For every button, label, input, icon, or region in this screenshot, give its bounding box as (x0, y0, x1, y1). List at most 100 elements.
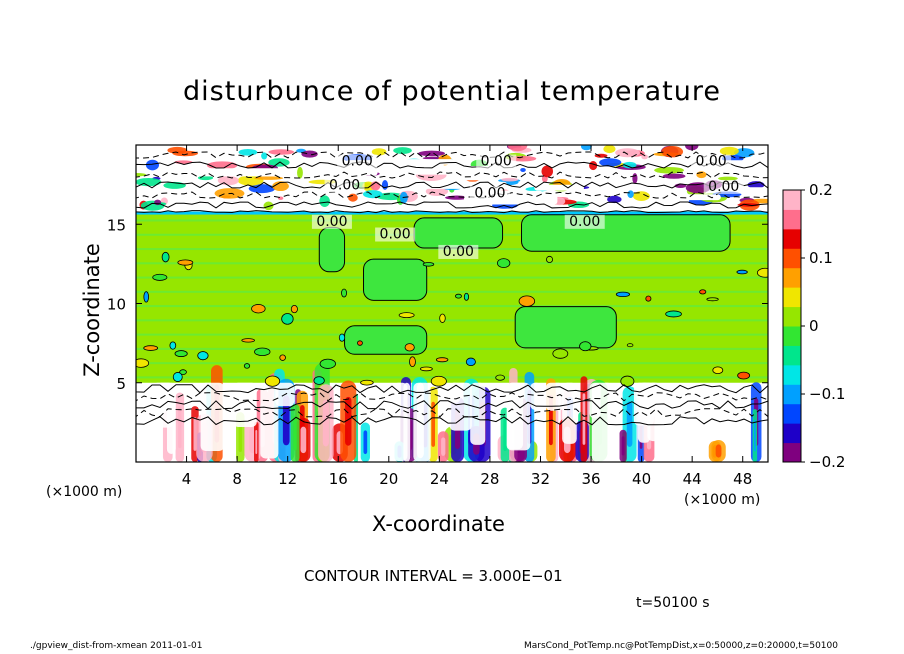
lower-plume-core (431, 401, 436, 447)
small-contour (177, 259, 194, 266)
contour-patch (344, 325, 428, 355)
contour-patch (514, 306, 617, 349)
small-contour (737, 371, 751, 380)
lower-plume-core (363, 430, 368, 455)
small-contour (319, 358, 336, 369)
neutral-stripe (136, 347, 768, 350)
upper-blob (348, 193, 358, 202)
upper-white-streak (744, 187, 768, 198)
lower-plume-core (293, 415, 297, 451)
small-contour (404, 343, 415, 352)
upper-white-streak (193, 168, 291, 177)
colorbar-segment (783, 423, 801, 444)
small-contour (179, 369, 187, 375)
small-contour (290, 304, 298, 314)
colorbar-segment (783, 209, 801, 230)
lower-plume-core (238, 422, 242, 453)
colorbar-segment (783, 326, 801, 346)
small-contour (736, 269, 748, 275)
upper-blob (248, 184, 276, 194)
small-contour (756, 267, 768, 278)
upper-contour-line (136, 161, 768, 169)
colorbar-tick-label: −0.2 (809, 453, 845, 471)
colorbar-segment (783, 403, 801, 424)
small-contour (463, 292, 470, 301)
upper-contour-line (136, 151, 768, 159)
small-contour (435, 357, 449, 363)
x-tick-label: 16 (329, 470, 348, 488)
small-contour (409, 356, 416, 368)
small-contour (419, 366, 433, 372)
upper-blob (747, 181, 765, 189)
upper-blob (418, 150, 446, 157)
y-axis-label: Z-coordinate (80, 243, 104, 377)
x-tick-label: 44 (683, 470, 702, 488)
x-tick-label: 20 (379, 470, 398, 488)
lower-plume-core (503, 418, 507, 452)
upper-blob (607, 195, 622, 204)
contour-patch (521, 214, 731, 252)
colorbar-segment (783, 248, 801, 269)
small-contour (615, 291, 631, 298)
lower-white-patch (260, 382, 279, 459)
lower-plume-core (753, 419, 756, 452)
upper-contour-line (136, 181, 768, 189)
lower-white-patch (562, 382, 577, 444)
contour-label-bg (564, 214, 605, 229)
small-contour (579, 341, 592, 352)
contour-label-bg (438, 244, 479, 259)
small-contour (281, 313, 294, 325)
y-tick-label: 5 (116, 375, 126, 393)
small-contour (430, 375, 447, 387)
neutral-stripe (136, 376, 768, 379)
small-contour (143, 345, 159, 351)
upper-blob (301, 150, 318, 158)
small-contour (254, 347, 271, 357)
colorbar-segment (783, 364, 801, 385)
contour-label: 0.00 (342, 154, 373, 170)
upper-blob (145, 159, 160, 171)
small-contour (279, 354, 286, 361)
colorbar-segment (783, 384, 801, 405)
upper-blob (654, 166, 684, 174)
lower-contour-line (136, 408, 768, 418)
upper-blob (136, 172, 147, 177)
upper-blob (719, 146, 739, 156)
lower-white-patch (392, 382, 408, 462)
contour-label: 0.00 (316, 214, 347, 230)
upper-blob (381, 180, 389, 190)
small-contour (241, 338, 255, 343)
colorbar-tick-label: −0.1 (809, 385, 845, 403)
x-tick-label: 8 (232, 470, 242, 488)
lower-contour-line (136, 400, 768, 410)
upper-blob (589, 161, 598, 171)
x-axis-label: X-coordinate (372, 512, 505, 536)
lower-plume-core (300, 426, 307, 454)
upper-blob (167, 146, 188, 154)
heatmap-field (136, 145, 768, 462)
contour-label-bg (469, 186, 510, 201)
contour-label-bg (476, 154, 517, 169)
upper-blob (268, 149, 295, 155)
small-contour (645, 295, 652, 302)
lower-white-patch (506, 382, 531, 451)
small-contour (243, 363, 251, 369)
contour-patch (363, 258, 428, 301)
upper-blob (261, 152, 268, 160)
colorbar-segment (783, 306, 801, 327)
footer-script-label: ./gpview_dist-from-xmean 2011-01-01 (30, 641, 203, 651)
small-contour (341, 288, 347, 298)
lower-white-patch (545, 382, 564, 411)
upper-contour-line (136, 201, 768, 209)
lower-white-patch (413, 382, 431, 462)
colorbar-segment (783, 287, 801, 308)
lower-white-patch (633, 382, 654, 426)
contour-label: 0.00 (380, 227, 411, 243)
x-tick-label: 48 (733, 470, 752, 488)
upper-blob (501, 177, 519, 182)
small-contour (439, 313, 446, 323)
footer-source-label: MarsCond_PotTemp.nc@PotTempDist,x=0:5000… (524, 641, 838, 651)
colorbar-segment (783, 345, 801, 366)
small-contour (264, 375, 281, 387)
